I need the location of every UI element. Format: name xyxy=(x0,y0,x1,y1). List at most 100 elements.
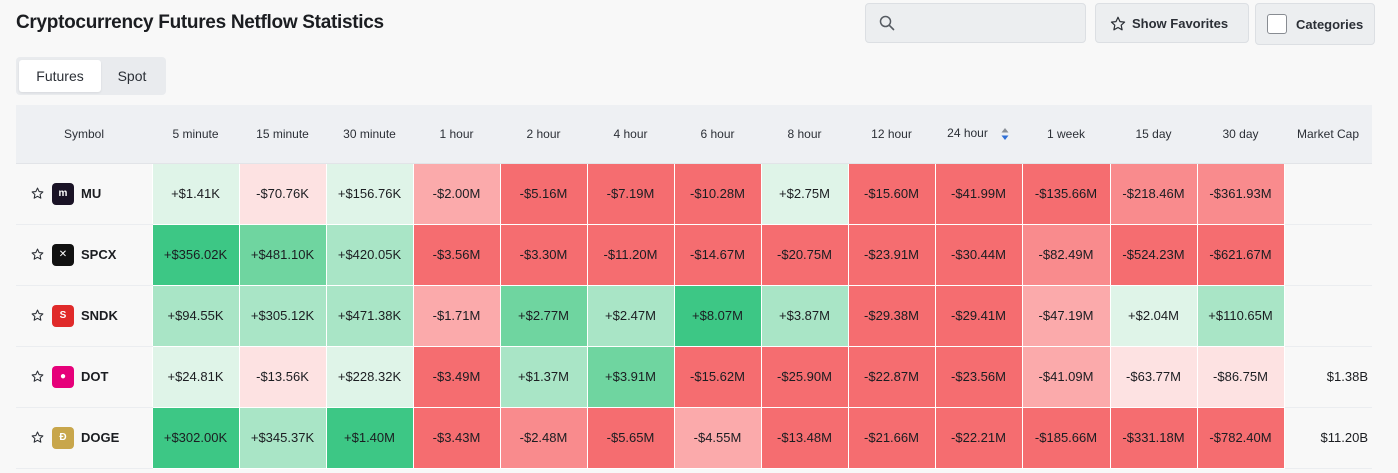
netflow-cell: +$94.55K xyxy=(151,284,240,347)
netflow-cell: -$3.30M xyxy=(499,223,588,286)
favorite-star-icon[interactable] xyxy=(31,431,44,444)
netflow-cell: -$524.23M xyxy=(1109,223,1198,286)
netflow-cell: -$3.56M xyxy=(412,223,501,286)
netflow-cell: -$10.28M xyxy=(673,162,762,225)
netflow-cell: -$21.66M xyxy=(847,406,936,469)
column-header-2h[interactable]: 2 hour xyxy=(500,105,587,164)
netflow-cell: +$302.00K xyxy=(151,406,240,469)
netflow-cell: -$47.19M xyxy=(1021,284,1111,347)
netflow-cell: -$782.40M xyxy=(1196,406,1285,469)
column-header-24h[interactable]: 24 hour xyxy=(935,105,1022,164)
column-header-market-cap[interactable]: Market Cap xyxy=(1284,105,1372,164)
netflow-cell: -$15.62M xyxy=(673,345,762,408)
netflow-cell: -$135.66M xyxy=(1021,162,1111,225)
netflow-cell: -$7.19M xyxy=(586,162,675,225)
netflow-cell: -$86.75M xyxy=(1196,345,1285,408)
column-header-6h[interactable]: 6 hour xyxy=(674,105,761,164)
column-header-8h[interactable]: 8 hour xyxy=(761,105,848,164)
symbol-cell[interactable]: m MU xyxy=(16,163,152,225)
symbol-wrap: ✕ SPCX xyxy=(16,243,152,266)
column-header-30m[interactable]: 30 minute xyxy=(326,105,413,164)
netflow-cell: -$361.93M xyxy=(1196,162,1285,225)
netflow-cell: +$2.04M xyxy=(1109,284,1198,347)
tab-futures[interactable]: Futures xyxy=(19,60,101,92)
netflow-cell: +$3.87M xyxy=(760,284,849,347)
market-type-tabs: Futures Spot xyxy=(16,57,166,95)
coin-ticker[interactable]: SPCX xyxy=(81,247,117,262)
star-icon xyxy=(1110,16,1126,30)
netflow-cell: -$5.65M xyxy=(586,406,675,469)
favorite-star-icon[interactable] xyxy=(31,187,44,200)
symbol-wrap: Ð DOGE xyxy=(16,426,152,449)
categories-checkbox[interactable] xyxy=(1267,14,1287,34)
netflow-cell: +$2.77M xyxy=(499,284,588,347)
sort-icon[interactable] xyxy=(1000,127,1010,141)
table-row[interactable]: m MU +$1.41K -$70.76K +$156.76K -$2.00M -$5.16… xyxy=(16,162,1372,225)
column-header-12h[interactable]: 12 hour xyxy=(848,105,935,164)
show-favorites-button[interactable]: Show Favorites xyxy=(1095,3,1249,43)
netflow-cell: -$13.56K xyxy=(238,345,327,408)
netflow-cell: +$3.91M xyxy=(586,345,675,408)
coin-logo: Ð xyxy=(52,426,74,449)
column-header-1w[interactable]: 1 week xyxy=(1022,105,1110,164)
netflow-cell: +$1.40M xyxy=(325,406,414,469)
netflow-cell: -$621.67M xyxy=(1196,223,1285,286)
symbol-cell[interactable]: ● DOT xyxy=(16,346,152,408)
table-row[interactable]: ● DOT +$24.81K -$13.56K +$228.32K -$3.49M +$1.… xyxy=(16,345,1372,408)
favorite-star-icon[interactable] xyxy=(31,309,44,322)
netflow-cell: -$15.60M xyxy=(847,162,936,225)
column-header-15d[interactable]: 15 day xyxy=(1110,105,1197,164)
coin-logo: ● xyxy=(52,365,74,388)
netflow-cell: +$345.37K xyxy=(238,406,327,469)
favorite-star-icon[interactable] xyxy=(31,370,44,383)
netflow-cell: -$25.90M xyxy=(760,345,849,408)
netflow-cell: -$331.18M xyxy=(1109,406,1198,469)
netflow-cell: +$420.05K xyxy=(325,223,414,286)
netflow-table: Symbol 5 minute 15 minute 30 minute 1 ho… xyxy=(16,105,1372,469)
netflow-cell: -$23.56M xyxy=(934,345,1023,408)
netflow-cell: -$82.49M xyxy=(1021,223,1111,286)
favorite-star-icon[interactable] xyxy=(31,248,44,261)
coin-logo: S xyxy=(52,304,74,327)
netflow-cell: +$356.02K xyxy=(151,223,240,286)
table-row[interactable]: Ð DOGE +$302.00K +$345.37K +$1.40M -$3.43M -$2… xyxy=(16,406,1372,469)
tab-spot[interactable]: Spot xyxy=(117,68,147,84)
netflow-cell: -$30.44M xyxy=(934,223,1023,286)
symbol-cell[interactable]: Ð DOGE xyxy=(16,407,152,469)
column-header-15m[interactable]: 15 minute xyxy=(239,105,326,164)
symbol-cell[interactable]: S SNDK xyxy=(16,285,152,347)
netflow-cell: +$2.47M xyxy=(586,284,675,347)
column-header-4h[interactable]: 4 hour xyxy=(587,105,674,164)
column-header-5m[interactable]: 5 minute xyxy=(152,105,239,164)
column-header-1h[interactable]: 1 hour xyxy=(413,105,500,164)
netflow-cell: -$13.48M xyxy=(760,406,849,469)
categories-label: Categories xyxy=(1296,16,1364,32)
market-cap-cell xyxy=(1284,285,1372,347)
netflow-cell: +$228.32K xyxy=(325,345,414,408)
coin-ticker[interactable]: MU xyxy=(81,186,102,201)
table-header-row: Symbol 5 minute 15 minute 30 minute 1 ho… xyxy=(16,105,1372,164)
search-input[interactable] xyxy=(865,3,1086,43)
coin-ticker[interactable]: SNDK xyxy=(81,308,118,323)
netflow-cell: -$29.41M xyxy=(934,284,1023,347)
coin-ticker[interactable]: DOGE xyxy=(81,430,120,445)
search-icon xyxy=(879,15,895,31)
netflow-cell: -$3.49M xyxy=(412,345,501,408)
netflow-cell: -$218.46M xyxy=(1109,162,1198,225)
netflow-cell: +$156.76K xyxy=(325,162,414,225)
netflow-cell: -$22.21M xyxy=(934,406,1023,469)
netflow-cell: -$29.38M xyxy=(847,284,936,347)
table-row[interactable]: ✕ SPCX +$356.02K +$481.10K +$420.05K -$3.56M -… xyxy=(16,223,1372,286)
netflow-cell: -$63.77M xyxy=(1109,345,1198,408)
table-row[interactable]: S SNDK +$94.55K +$305.12K +$471.38K -$1.71M +$… xyxy=(16,284,1372,347)
symbol-cell[interactable]: ✕ SPCX xyxy=(16,224,152,286)
netflow-cell: -$2.48M xyxy=(499,406,588,469)
column-header-30d[interactable]: 30 day xyxy=(1197,105,1284,164)
column-header-symbol[interactable]: Symbol xyxy=(16,105,152,164)
netflow-cell: -$4.55M xyxy=(673,406,762,469)
symbol-wrap: m MU xyxy=(16,182,152,205)
netflow-cell: +$481.10K xyxy=(238,223,327,286)
coin-logo: ✕ xyxy=(52,243,74,266)
categories-button[interactable]: Categories xyxy=(1255,3,1375,45)
coin-ticker[interactable]: DOT xyxy=(81,369,109,384)
